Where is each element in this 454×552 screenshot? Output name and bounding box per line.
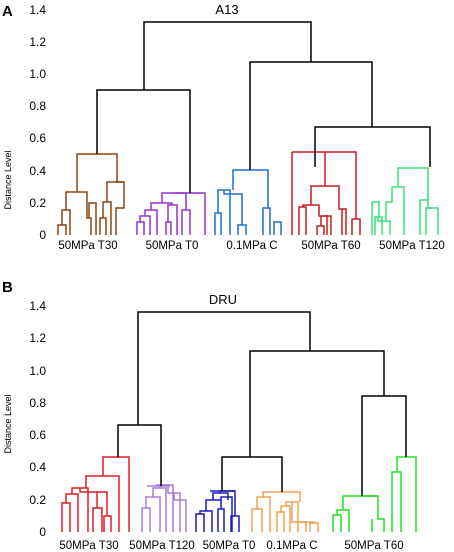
panel-b-tick-label: 0.6 <box>29 428 46 442</box>
group-label: 50MPa T0 <box>203 540 256 552</box>
cluster-b-50mpa-t60 <box>332 456 417 532</box>
panel-b-y-axis-label: Distance Level <box>3 394 13 453</box>
cluster-a-0-1mpa-c <box>214 169 282 235</box>
cluster-b-0-1mpa-c <box>251 491 319 532</box>
group-label: 50MPa T0 <box>146 240 199 252</box>
panel-b-tick-label: 1.0 <box>29 364 46 378</box>
panel-a-top-links <box>96 21 431 193</box>
panel-a-tick-label: 0.6 <box>29 131 46 145</box>
cluster-a-50mpa-t60 <box>291 151 361 235</box>
panel-b-tick-label: 1.4 <box>29 299 46 313</box>
cluster-a-50mpa-t30 <box>57 153 125 235</box>
cluster-b-50mpa-t30 <box>61 456 130 532</box>
panel-a-group-labels: 50MPa T30 50MPa T0 0.1MPa C 50MPa T60 50… <box>58 240 444 252</box>
group-label: 50MPa T120 <box>379 240 445 252</box>
panel-b-title: DRU <box>209 292 237 307</box>
panel-b-tick-label: 0.8 <box>29 396 46 410</box>
group-label: 0.1MPa C <box>226 240 277 252</box>
group-label: 50MPa T60 <box>344 540 403 552</box>
cluster-b-50mpa-t120 <box>141 484 187 532</box>
group-label: 50MPa T30 <box>59 540 118 552</box>
panel-a-tick-label: 0.8 <box>29 99 46 113</box>
panel-b-group-labels: 50MPa T30 50MPa T120 50MPa T0 0.1MPa C 5… <box>59 540 403 552</box>
panel-b-top-links <box>117 311 407 496</box>
cluster-a-50mpa-t0 <box>136 192 206 235</box>
cluster-a-50mpa-t120 <box>371 167 439 235</box>
panel-a-y-ticks: 0 0.2 0.4 0.6 0.8 1.0 1.2 1.4 <box>29 3 46 242</box>
panel-b-tick-label: 1.2 <box>29 331 46 345</box>
panel-a-letter: A <box>2 3 13 20</box>
panel-b-tick-label: 0.2 <box>29 493 46 507</box>
panel-b-letter: B <box>2 279 13 296</box>
panel-a-title: A13 <box>215 2 238 17</box>
group-label: 50MPa T120 <box>129 540 195 552</box>
panel-b-tick-label: 0 <box>39 525 46 539</box>
group-label: 50MPa T30 <box>58 240 117 252</box>
panel-a-tick-label: 1.4 <box>29 3 46 17</box>
panel-a-tick-label: 0.2 <box>29 196 46 210</box>
group-label: 0.1MPa C <box>266 540 317 552</box>
panel-a-tick-label: 1.0 <box>29 67 46 81</box>
panel-a: A A13 Distance Level 0 0.2 0.4 0.6 0.8 1… <box>2 2 445 252</box>
panel-b-y-ticks: 0 0.2 0.4 0.6 0.8 1.0 1.2 1.4 <box>29 299 46 539</box>
group-label: 50MPa T60 <box>301 240 360 252</box>
panel-a-y-axis-label: Distance Level <box>3 150 13 209</box>
panel-a-tick-label: 1.2 <box>29 35 46 49</box>
panel-b-tick-label: 0.4 <box>29 460 46 474</box>
panel-b: B DRU Distance Level 0 0.2 0.4 0.6 0.8 1… <box>2 279 417 552</box>
panel-a-tick-label: 0.4 <box>29 164 46 178</box>
cluster-b-50mpa-t0 <box>195 490 240 532</box>
panel-a-tick-label: 0 <box>39 228 46 242</box>
